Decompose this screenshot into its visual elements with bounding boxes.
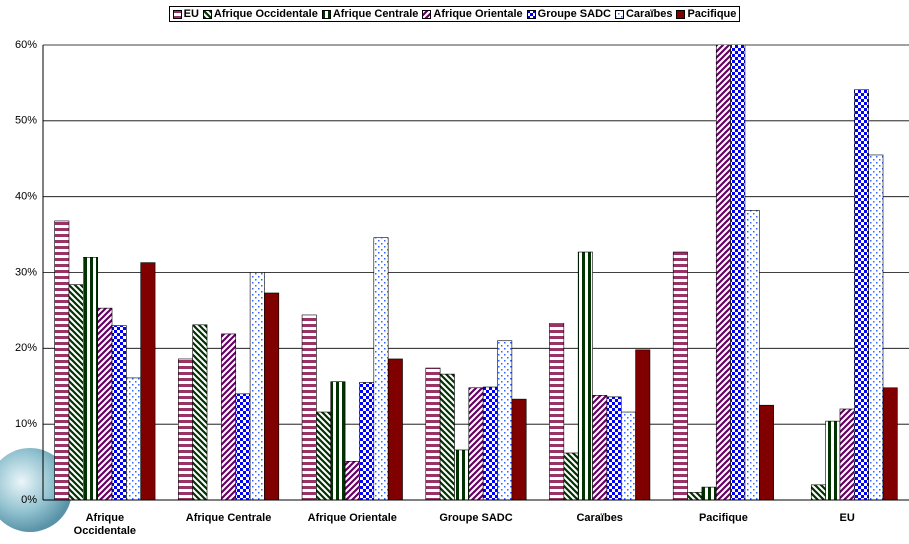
bar (111, 325, 127, 501)
bar (825, 420, 841, 501)
x-tick-label: Pacifique (698, 512, 748, 524)
bar (563, 452, 579, 501)
x-tick-label: Afrique Centrale (185, 512, 272, 524)
bar (687, 492, 703, 501)
y-tick-label: 40% (15, 191, 37, 203)
bar (839, 408, 855, 501)
bar (344, 461, 360, 501)
bar (359, 382, 375, 501)
legend-swatch (202, 9, 212, 19)
bar (482, 386, 498, 501)
bar (511, 398, 527, 501)
legend-label: Afrique Occidentale (213, 8, 318, 20)
bar (68, 284, 84, 501)
y-tick-label: 60% (15, 39, 37, 51)
legend-label: Pacifique (687, 8, 737, 20)
bar (730, 45, 746, 501)
bar (577, 251, 593, 501)
bar (301, 314, 317, 501)
legend-swatch (676, 9, 686, 19)
bar (425, 367, 441, 501)
legend-swatch (422, 9, 432, 19)
legend-label: Afrique Orientale (433, 8, 523, 20)
legend-swatch (321, 9, 331, 19)
legend-item: Afrique Centrale (321, 8, 419, 20)
bar (316, 411, 332, 501)
legend-item: EU (172, 8, 199, 20)
legend-swatch (172, 9, 182, 19)
bar (592, 395, 608, 501)
bar (868, 154, 884, 501)
x-tick-label: Afrique Orientale (307, 512, 397, 524)
legend-label: Groupe SADC (537, 8, 611, 20)
legend: EU Afrique Occidentale Afrique Centrale Afr… (0, 6, 909, 22)
legend-swatch (614, 9, 624, 19)
legend-item: Groupe SADC (526, 8, 611, 20)
bar (549, 323, 565, 501)
bar (810, 484, 826, 501)
bar (249, 272, 265, 501)
x-tick-label: Caraïbes (576, 512, 623, 524)
y-tick-label: 10% (15, 418, 37, 430)
bar (221, 333, 237, 501)
legend-label: Afrique Centrale (332, 8, 419, 20)
legend-item: Caraïbes (614, 8, 673, 20)
bar (140, 262, 156, 501)
bar (759, 404, 774, 501)
x-tick-label: Afrique Occidentale (73, 512, 137, 537)
bar (387, 358, 403, 501)
bar (373, 237, 389, 501)
y-tick-label: 20% (15, 342, 37, 354)
bar (126, 377, 142, 501)
y-tick-label: 30% (15, 266, 37, 278)
legend-item: Afrique Occidentale (202, 8, 318, 20)
bar (882, 387, 898, 501)
bar (235, 393, 251, 501)
bar (192, 324, 208, 501)
bar (97, 307, 113, 501)
y-tick-label: 50% (15, 115, 37, 127)
bar (635, 349, 651, 501)
bar (606, 396, 622, 501)
legend-box: EU Afrique Occidentale Afrique Centrale Afr… (168, 6, 741, 22)
bar (672, 251, 688, 501)
bar (854, 89, 869, 501)
bar (468, 387, 484, 501)
bar (701, 486, 717, 501)
bar (497, 340, 513, 501)
x-tick-label: Groupe SADC (439, 512, 513, 524)
legend-item: Afrique Orientale (422, 8, 523, 20)
bar (178, 358, 193, 501)
legend-label: EU (183, 8, 199, 20)
legend-swatch (526, 9, 536, 19)
y-tick-label: 0% (21, 494, 37, 506)
bar (620, 411, 636, 501)
bar (454, 449, 470, 501)
bar (439, 373, 455, 501)
bar (715, 45, 731, 501)
legend-label: Caraïbes (625, 8, 673, 20)
bar (54, 220, 70, 501)
bar (83, 257, 98, 501)
legend-item: Pacifique (676, 8, 736, 20)
x-tick-label: EU (839, 512, 855, 524)
bar (744, 210, 760, 501)
globe-decoration (0, 448, 72, 532)
bar (264, 292, 280, 501)
bar (330, 381, 346, 501)
